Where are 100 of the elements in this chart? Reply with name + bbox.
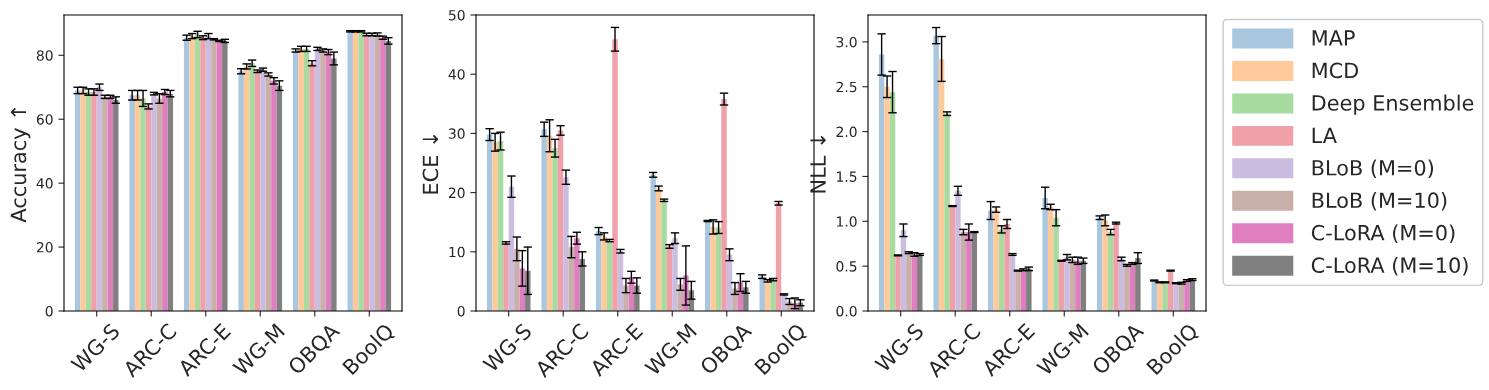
bar	[1026, 268, 1032, 311]
y-tick-label: 40	[448, 69, 465, 80]
bar	[276, 85, 283, 311]
bar	[993, 209, 999, 311]
bar	[331, 58, 337, 311]
y-tick-label: 0.5	[836, 261, 857, 272]
y-tick-label: 3.0	[836, 36, 857, 48]
bar	[222, 40, 228, 311]
bar	[145, 106, 152, 311]
bar	[216, 40, 223, 311]
bar	[189, 36, 195, 311]
y-axis-title: NLL ↓	[810, 135, 826, 193]
bar	[194, 34, 201, 311]
bar	[156, 98, 163, 311]
bar	[254, 71, 261, 311]
y-tick-label: 20	[448, 187, 465, 199]
bar	[352, 31, 359, 311]
bar	[96, 87, 103, 311]
bar	[1184, 280, 1190, 311]
bar	[541, 129, 547, 311]
bar	[113, 100, 119, 311]
bar	[363, 34, 370, 311]
bar	[140, 98, 146, 311]
y-tick-label: 30	[448, 128, 465, 139]
y-axis-title: Accuracy ↑	[10, 107, 31, 223]
bar	[134, 95, 141, 311]
bar	[325, 52, 332, 311]
bar	[205, 36, 212, 311]
bar	[944, 113, 950, 311]
bar	[271, 80, 277, 311]
y-tick-label: 0	[45, 305, 53, 317]
bar	[380, 37, 386, 311]
bar	[1053, 217, 1059, 311]
legend-label: LA	[1312, 127, 1337, 143]
bar	[759, 276, 765, 311]
bar	[314, 48, 321, 311]
y-tick-label: 1.0	[837, 216, 857, 227]
bar	[298, 48, 304, 311]
legend-label: C-LoRA (M=0)	[1311, 224, 1455, 244]
bar	[503, 242, 509, 311]
bar	[183, 37, 190, 311]
bar	[770, 279, 776, 311]
y-tick-label: 60	[36, 114, 53, 125]
bar	[1113, 223, 1119, 311]
bar	[933, 35, 939, 311]
bar	[80, 90, 86, 311]
bar	[917, 254, 923, 311]
bar	[1015, 270, 1021, 311]
y-tick-label: 80	[36, 50, 53, 61]
bar	[265, 74, 272, 311]
bar	[1064, 257, 1070, 311]
bar	[1151, 280, 1157, 311]
bar	[955, 190, 961, 311]
bar	[309, 63, 315, 311]
bar	[320, 50, 326, 311]
bar	[486, 134, 493, 311]
bar	[303, 48, 310, 311]
bar	[102, 96, 108, 311]
bar	[211, 39, 217, 311]
bar	[710, 226, 716, 311]
legend-label: MCD	[1312, 62, 1359, 79]
y-tick-label: 0.0	[836, 305, 857, 317]
bar	[74, 90, 81, 311]
bar	[374, 34, 381, 311]
y-tick-label: 10	[449, 246, 465, 258]
bar	[249, 63, 255, 311]
bar	[650, 174, 656, 311]
bar	[200, 37, 206, 311]
bar	[151, 93, 157, 311]
bar	[162, 92, 168, 311]
bar	[385, 40, 392, 311]
bar	[129, 95, 135, 311]
bar	[243, 66, 250, 311]
bar	[884, 86, 890, 311]
bar	[966, 232, 972, 311]
bar	[661, 200, 667, 311]
bar	[906, 252, 912, 311]
y-tick-label: 0	[457, 305, 465, 317]
y-tick-label: 20	[36, 242, 53, 253]
bar	[1162, 282, 1168, 311]
legend-label: MAP	[1312, 30, 1355, 46]
legend-label: C-LoRA (M=10)	[1311, 256, 1468, 276]
bar	[1102, 220, 1108, 311]
bar	[721, 99, 727, 311]
bar	[574, 238, 580, 311]
y-tick-label: 2.5	[836, 81, 857, 93]
bar	[1124, 265, 1130, 311]
y-tick-label: 2.0	[836, 126, 857, 138]
bar	[1173, 283, 1179, 311]
bar	[1135, 258, 1141, 311]
bar	[672, 238, 678, 311]
bar	[347, 31, 353, 311]
bar	[563, 177, 569, 311]
bar	[358, 31, 364, 311]
bar	[91, 92, 97, 311]
y-axis-title: ECE ↓	[422, 134, 439, 194]
bar	[167, 93, 174, 311]
y-tick-label: 50	[448, 9, 465, 21]
bar	[612, 39, 618, 311]
y-tick-label: 1.5	[837, 171, 857, 182]
